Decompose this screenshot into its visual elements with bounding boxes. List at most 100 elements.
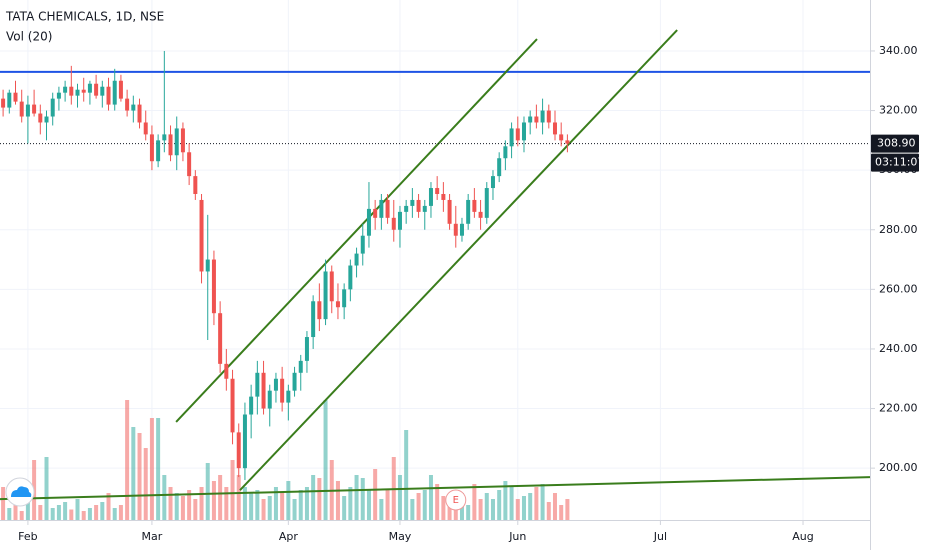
candle-body: [63, 86, 68, 93]
candle-body: [416, 199, 421, 212]
volume-bar: [354, 475, 359, 520]
candle-body: [441, 193, 446, 200]
last-price-box: [871, 134, 919, 153]
volume-bar: [509, 487, 514, 520]
trend-line: [0, 476, 870, 501]
axes: 200.00220.00240.00260.00280.00300.00320.…: [18, 44, 924, 543]
candle-body: [211, 259, 216, 314]
volume-bar: [211, 481, 216, 520]
candle-body: [50, 98, 55, 117]
candle-body: [385, 199, 390, 218]
volume-layer: [1, 400, 570, 520]
y-tick-label: 320.00: [879, 104, 918, 117]
volume-bar: [410, 499, 415, 520]
candle-body: [317, 301, 322, 320]
candle-body: [125, 98, 130, 111]
candle-body: [447, 199, 452, 224]
volume-bar: [149, 418, 154, 520]
volume-bar: [335, 481, 340, 520]
candle-body: [280, 378, 285, 403]
candle-body: [273, 378, 278, 391]
volume-bar: [304, 487, 309, 520]
countdown-box: [871, 153, 919, 172]
candle-body: [118, 80, 123, 99]
candle-body: [255, 372, 260, 397]
trend-line: [175, 38, 538, 423]
volume-bar: [249, 493, 254, 520]
candle-body: [249, 396, 254, 415]
candle-body: [131, 104, 136, 111]
candle-body: [484, 188, 489, 218]
y-tick-label: 280.00: [879, 223, 918, 236]
volume-bar: [472, 484, 477, 520]
candle-body: [25, 104, 30, 117]
volume-bar: [106, 493, 111, 520]
chart-title: TATA CHEMICALS, 1D, NSE: [5, 10, 164, 24]
volume-bar: [218, 475, 223, 520]
volume-bar: [81, 511, 86, 520]
candle-body: [366, 208, 371, 236]
volume-bar: [404, 430, 409, 520]
volume-bar: [44, 457, 49, 520]
volume-bar: [19, 511, 24, 520]
volume-bar: [534, 487, 539, 520]
candle-body: [162, 134, 167, 141]
volume-bar: [1, 487, 6, 520]
countdown: 03:11:07: [875, 156, 924, 169]
candle-body: [534, 116, 539, 123]
logo[interactable]: [5, 477, 35, 507]
earnings-marker[interactable]: [445, 489, 467, 511]
x-tick-label: Aug: [792, 530, 813, 543]
last-price-label: 308.90: [877, 137, 916, 150]
candle-body: [174, 128, 179, 156]
volume-bar: [63, 502, 68, 520]
candle-body: [112, 80, 117, 105]
volume-bar: [94, 505, 99, 520]
volume-bar: [25, 497, 30, 520]
candle-body: [435, 188, 440, 194]
candle-body: [81, 89, 86, 93]
candle-body: [348, 265, 353, 290]
candle-body: [360, 235, 365, 254]
candle-body: [559, 134, 564, 141]
candle-body: [509, 128, 514, 147]
candle-body: [528, 116, 533, 123]
volume-bar: [242, 487, 247, 520]
volume-bar: [38, 505, 43, 520]
candle-body: [453, 223, 458, 236]
candle-body: [199, 199, 204, 272]
candle-body: [503, 146, 508, 159]
candle-body: [311, 301, 316, 338]
volume-bar: [205, 463, 210, 520]
candle-body: [143, 122, 148, 135]
candle-body: [342, 289, 347, 308]
logo-cloud[interactable]: [11, 486, 32, 497]
volume-bar: [497, 490, 502, 520]
candle-body: [7, 92, 12, 108]
volume-bar: [466, 505, 471, 520]
volume-bar: [168, 487, 173, 520]
volume-bar: [13, 505, 18, 520]
candle-body: [422, 205, 427, 212]
candle-body: [546, 110, 551, 123]
candle-body: [19, 101, 24, 117]
candle-body: [478, 211, 483, 218]
volume-bar: [323, 400, 328, 520]
volume-bar: [156, 418, 161, 520]
volume-bar: [230, 460, 235, 520]
volume-bar: [174, 493, 179, 520]
volume-bar: [478, 499, 483, 520]
candle-body: [218, 313, 223, 364]
volume-bar: [286, 481, 291, 520]
volume-bar: [435, 484, 440, 520]
candle-body: [56, 92, 61, 99]
candle-body: [230, 378, 235, 433]
x-tick-label: Mar: [142, 530, 163, 543]
volume-bar: [273, 487, 278, 520]
candle-body: [267, 390, 272, 409]
candle-body: [168, 134, 173, 156]
volume-bar: [503, 481, 508, 520]
volume-bar: [255, 490, 260, 520]
volume-bar: [490, 499, 495, 520]
y-tick-label: 200.00: [879, 461, 918, 474]
